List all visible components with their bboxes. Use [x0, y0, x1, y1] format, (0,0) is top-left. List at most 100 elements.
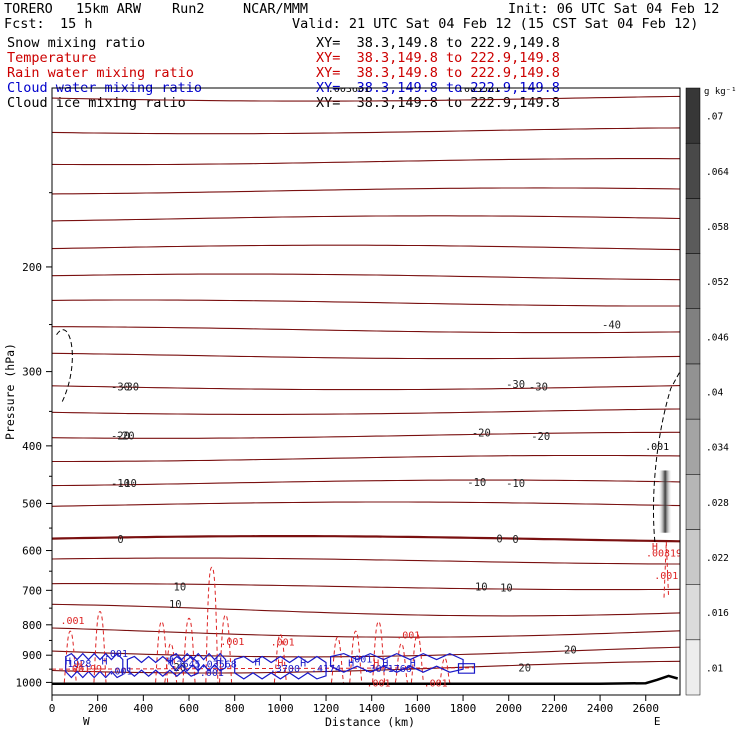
- colorbar-segment: [685, 87, 701, 144]
- isotherm-label: -10: [467, 477, 486, 489]
- colorbar-segment: [685, 639, 701, 696]
- colorbar-tick-label: .016: [706, 608, 729, 619]
- x-tick-label: 400: [133, 702, 153, 715]
- snow-label: .003601: [328, 84, 370, 95]
- maximum-marker: H: [168, 656, 174, 667]
- y-tick-label: 800: [22, 619, 42, 632]
- cloud-water-contour: [126, 655, 199, 677]
- colorbar-tick-label: .022: [706, 553, 729, 564]
- x-tick-label: 1400: [358, 702, 385, 715]
- snow-label: .003501: [458, 84, 500, 95]
- rain-contour: [349, 630, 363, 683]
- x-tick-label: 0: [49, 702, 56, 715]
- isotherm-label: 20: [564, 644, 577, 656]
- snow-contour: [652, 371, 680, 542]
- isotherm-label: -40: [602, 320, 621, 332]
- forecast-label: Fcst:: [4, 16, 45, 32]
- colorbar-segment: [685, 198, 701, 254]
- maximum-marker: H: [277, 658, 283, 669]
- field-xy-rain: XY= 38.3,149.8 to 222.9,149.8: [316, 65, 560, 81]
- maximum-marker: H: [382, 658, 388, 669]
- y-tick-label: 200: [22, 261, 42, 274]
- x-tick-label: 1000: [267, 702, 294, 715]
- x-tick-label: 2600: [632, 702, 659, 715]
- rain-label: .00199: [66, 664, 102, 675]
- rain-label: .001: [271, 637, 295, 648]
- resolution: 15km ARW: [76, 1, 142, 17]
- y-tick-label: 600: [22, 545, 42, 558]
- cloud-water-contour: [65, 652, 124, 679]
- colorbar-unit: g kg⁻¹: [704, 87, 737, 97]
- isotherm-label: 10: [475, 582, 488, 594]
- rain-label: .001: [396, 630, 420, 641]
- isotherm-label: -20: [472, 428, 491, 440]
- isotherm-line: [52, 646, 680, 658]
- isotherm-label: -20: [531, 431, 550, 443]
- isotherm-label: 0: [512, 534, 518, 546]
- maximum-marker: H: [300, 658, 306, 669]
- maximum-marker: H: [348, 658, 354, 669]
- isotherm-line: [52, 385, 680, 391]
- model-name: TORERO: [4, 1, 53, 17]
- rain-label: .001: [367, 678, 391, 689]
- isotherm-label: -30: [111, 382, 130, 394]
- field-name-snow: Snow mixing ratio: [7, 35, 146, 51]
- forecast-hour: 15 h: [60, 16, 93, 32]
- colorbar-tick-label: .052: [706, 277, 729, 288]
- x-end-label-east: E: [654, 715, 661, 728]
- isotherm-label: 10: [169, 599, 182, 611]
- run-label: Run2: [172, 1, 205, 17]
- agency: NCAR/MMM: [243, 1, 309, 17]
- isotherm-line: [52, 557, 680, 565]
- snow-contour: [56, 329, 73, 405]
- y-tick-label: 1000: [16, 676, 43, 689]
- colorbar-segment: [685, 363, 701, 420]
- header: TORERO 15km ARW Run2 NCAR/MMM Init: 06 U…: [0, 0, 740, 112]
- isotherm-label: -20: [111, 430, 130, 442]
- y-tick-label: 400: [22, 440, 42, 453]
- field-name-temperature: Temperature: [7, 50, 97, 66]
- cloud-water-label: .3700: [270, 664, 300, 675]
- maximum-marker: H: [255, 657, 261, 668]
- maximum-marker: H: [410, 658, 416, 669]
- maximum-marker: H: [65, 656, 71, 667]
- x-tick-label: 600: [179, 702, 199, 715]
- cloud-water-label: .3071766: [364, 664, 412, 675]
- isotherm-line: [52, 408, 680, 415]
- cloud-water-label: .001: [104, 649, 128, 660]
- x-axis-label: Distance (km): [325, 715, 415, 729]
- rain-contour: [219, 614, 233, 683]
- cloud-water-label: .03568: [201, 660, 237, 671]
- field-xy-snow: XY= 38.3,149.8 to 222.9,149.8: [316, 35, 560, 51]
- isotherm-line: [52, 431, 680, 439]
- isotherm-line: [52, 273, 680, 281]
- rain-contour: [63, 630, 77, 683]
- colorbar-tick-label: .01: [706, 663, 723, 674]
- colorbar-tick-label: .064: [706, 167, 729, 178]
- isotherm-label: 0: [496, 534, 502, 546]
- field-name-rain: Rain water mixing ratio: [7, 65, 194, 81]
- colorbar-tick-label: .046: [706, 332, 729, 343]
- isotherm-label: 10: [174, 582, 187, 594]
- cloud-water-label: .001: [200, 668, 224, 679]
- rain-contour: [273, 633, 287, 683]
- snow-mixing-shade: [658, 470, 673, 533]
- maximum-marker: H: [652, 542, 658, 553]
- rain-contour: [410, 633, 424, 683]
- cloud-water-label: 1928: [67, 659, 91, 670]
- rain-label: .001: [654, 571, 678, 582]
- cloud-water-label: .001: [348, 655, 372, 666]
- colorbar-tick-label: .04: [706, 388, 723, 399]
- rain-contour: [182, 617, 196, 683]
- isotherm-label: -20: [116, 430, 135, 442]
- cloud-water-label: .001: [108, 667, 132, 678]
- y-tick-label: 700: [22, 584, 42, 597]
- y-axis-label: Pressure (hPa): [3, 343, 17, 440]
- colorbar-tick-label: .028: [706, 498, 729, 509]
- rain-contour: [205, 566, 219, 683]
- isotherm-line: [52, 352, 680, 360]
- colorbar-segment: [685, 253, 701, 309]
- colorbar-tick-label: .034: [706, 443, 729, 454]
- isotherm-label: -10: [506, 478, 525, 490]
- maximum-marker: H: [216, 656, 222, 667]
